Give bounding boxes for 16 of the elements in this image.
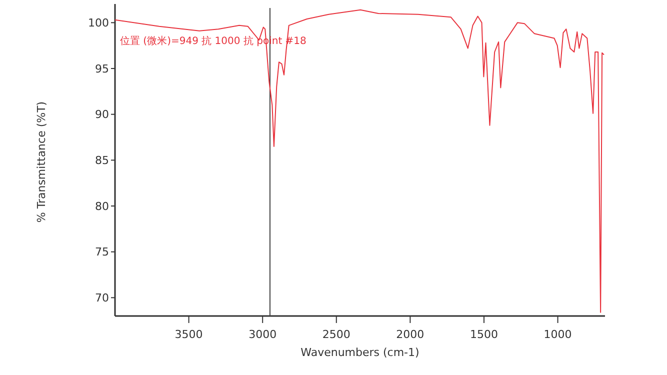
x-axis-title: Wavenumbers (cm-1) <box>300 346 420 359</box>
y-tick-label: 70 <box>95 292 109 305</box>
x-tick-label: 3500 <box>174 328 203 341</box>
y-tick-label: 90 <box>95 108 109 122</box>
y-tick-label: 100 <box>88 16 109 30</box>
x-tick-label: 2000 <box>396 328 424 341</box>
y-tick-label: 95 <box>95 62 109 76</box>
y-axis-title: % Transmittance (%T) <box>35 101 48 223</box>
x-tick-label: 3000 <box>248 328 277 341</box>
y-tick-label: 75 <box>95 246 109 259</box>
x-tick-label: 1000 <box>544 328 572 341</box>
y-tick-label: 80 <box>95 200 109 213</box>
x-tick-label: 2500 <box>322 328 350 341</box>
line-series <box>114 9 604 313</box>
y-tick-label: 85 <box>95 154 109 168</box>
x-tick-label: 1500 <box>470 328 498 341</box>
